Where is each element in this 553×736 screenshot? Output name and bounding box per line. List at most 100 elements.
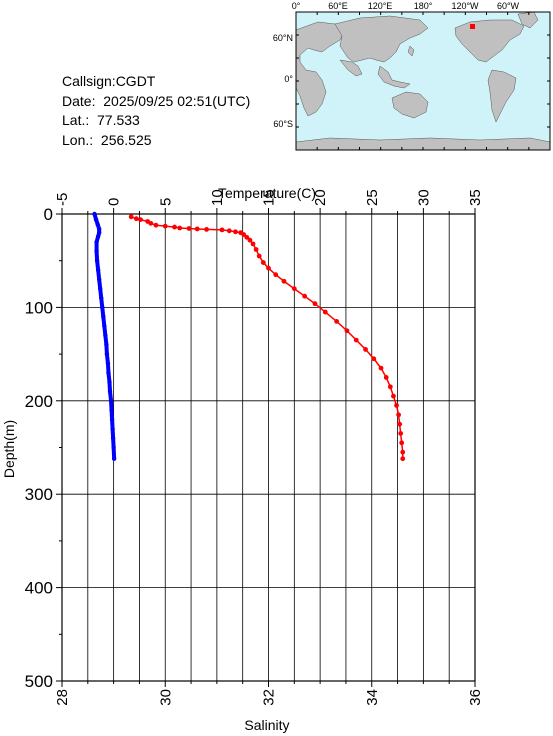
- station-marker: [470, 24, 475, 29]
- temperature-data-point: [148, 220, 154, 226]
- salinity-data-point: [92, 211, 97, 217]
- chart-frame: [61, 213, 476, 682]
- temperature-data-point: [400, 449, 406, 455]
- salinity-data-point: [100, 305, 105, 310]
- temperature-data-point: [162, 223, 168, 229]
- salinity-data-point: [106, 370, 111, 375]
- temperature-data-point: [391, 393, 396, 399]
- temperature-data-point: [396, 412, 401, 418]
- temperature-tick-label: 5: [157, 198, 174, 206]
- date-text: Date: 2025/09/25 02:51(UTC): [62, 92, 251, 109]
- temperature-data-point: [363, 347, 368, 352]
- temperature-data-point: [233, 229, 238, 235]
- station-info: Callsign:CGDT Date: 2025/09/25 02:51(UTC…: [62, 72, 250, 150]
- salinity-profile-line: [92, 212, 117, 461]
- temperature-data-point: [145, 219, 151, 224]
- salinity-axis: 28 30 32 34 36: [54, 681, 484, 706]
- temperature-data-point: [378, 365, 384, 371]
- map-lon-label: 60°E: [328, 1, 348, 11]
- salinity-data-point: [111, 445, 116, 450]
- temperature-data-point: [244, 234, 250, 240]
- map-lat-label: 60°S: [273, 119, 293, 129]
- salinity-data-point: [96, 226, 102, 232]
- salinity-data-point: [105, 361, 111, 366]
- depth-tick-label: 0: [44, 205, 53, 224]
- plot-border: [61, 213, 476, 682]
- salinity-data-point: [102, 323, 107, 329]
- salinity-data-point: [99, 295, 104, 301]
- temperature-tick-label: 20: [312, 189, 329, 206]
- salinity-data-point: [111, 456, 117, 461]
- land-india: [339, 59, 363, 77]
- temperature-data-point: [256, 253, 262, 259]
- temperature-axis-label: Temperature(C): [218, 185, 316, 201]
- temperature-data-point: [194, 226, 200, 232]
- temperature-data-point: [241, 232, 247, 237]
- temperature-data-point: [312, 301, 318, 307]
- temperature-data-point: [353, 337, 359, 343]
- temperature-tick-label: -5: [54, 193, 71, 206]
- salinity-data-point: [94, 249, 99, 254]
- depth-axis: 0 100 200 300 400 500: [25, 205, 62, 691]
- salinity-data-point: [96, 230, 102, 235]
- temperature-data-point: [133, 216, 139, 222]
- temperature-data-point: [226, 228, 232, 234]
- map-lat-label: 60°N: [273, 33, 293, 43]
- temperature-data-point: [153, 222, 159, 228]
- salinity-data-point: [101, 314, 106, 319]
- salinity-data-point: [98, 286, 103, 291]
- temperature-data-point: [219, 227, 225, 233]
- temperature-data-point: [128, 214, 134, 220]
- map-lon-label: 60°W: [497, 1, 520, 11]
- salinity-data-point: [94, 239, 99, 245]
- salinity-data-point: [95, 267, 101, 273]
- temperature-data-point: [253, 247, 259, 252]
- map-lon-label: 120°E: [368, 1, 393, 11]
- temperature-data-point: [281, 278, 287, 284]
- salinity-tick-label: 36: [467, 689, 484, 706]
- temperature-data-point: [394, 403, 399, 408]
- latitude-text: Lat.: 77.533: [62, 112, 140, 128]
- land-north-america: [454, 19, 525, 63]
- map-lon-label: 120°W: [451, 1, 479, 11]
- temperature-tick-label: 30: [415, 189, 432, 206]
- temperature-tick-label: 0: [106, 198, 123, 206]
- salinity-data-point: [93, 217, 99, 222]
- land-indonesia: [377, 65, 411, 89]
- temperature-data-point: [291, 286, 297, 292]
- temperature-data-point: [186, 226, 192, 231]
- depth-tick-label: 500: [25, 672, 53, 691]
- depth-tick-label: 300: [25, 485, 53, 504]
- temperature-data-point: [260, 260, 266, 265]
- salinity-data-point: [104, 351, 110, 357]
- map-lon-label: 0°: [292, 1, 301, 11]
- world-map: 0° 60°E 120°E 180° 120°W 60°W 60°N 0° 60°S: [273, 1, 551, 151]
- land-asia: [334, 15, 429, 63]
- depth-tick-label: 200: [25, 392, 53, 411]
- temperature-data-point: [387, 384, 393, 390]
- longitude-text: Lon.: 256.525: [62, 131, 152, 148]
- salinity-tick-label: 32: [261, 689, 278, 706]
- temperature-tick-label: 15: [261, 189, 278, 206]
- temperature-data-point: [344, 328, 350, 334]
- temperature-data-point: [266, 265, 271, 271]
- temperature-data-point: [399, 440, 405, 446]
- map-lat-label: 0°: [284, 74, 293, 84]
- salinity-axis-label: Salinity: [244, 717, 289, 733]
- salinity-data-point: [95, 222, 100, 227]
- salinity-data-point: [110, 435, 116, 441]
- salinity-data-point: [107, 389, 113, 394]
- temperature-data-point: [250, 241, 256, 247]
- salinity-data-point: [103, 333, 108, 338]
- temperature-tick-label: 10: [209, 189, 226, 206]
- salinity-data-point: [108, 398, 114, 403]
- temperature-data-point: [398, 431, 404, 436]
- series-layer: [92, 211, 406, 462]
- temperature-data-point: [322, 309, 328, 315]
- land-south-america: [487, 69, 517, 123]
- temperature-tick-label: 35: [467, 189, 484, 206]
- temperature-data-point: [383, 375, 389, 380]
- temperature-data-point: [371, 356, 377, 362]
- salinity-data-point: [94, 258, 100, 263]
- salinity-data-point: [95, 234, 101, 239]
